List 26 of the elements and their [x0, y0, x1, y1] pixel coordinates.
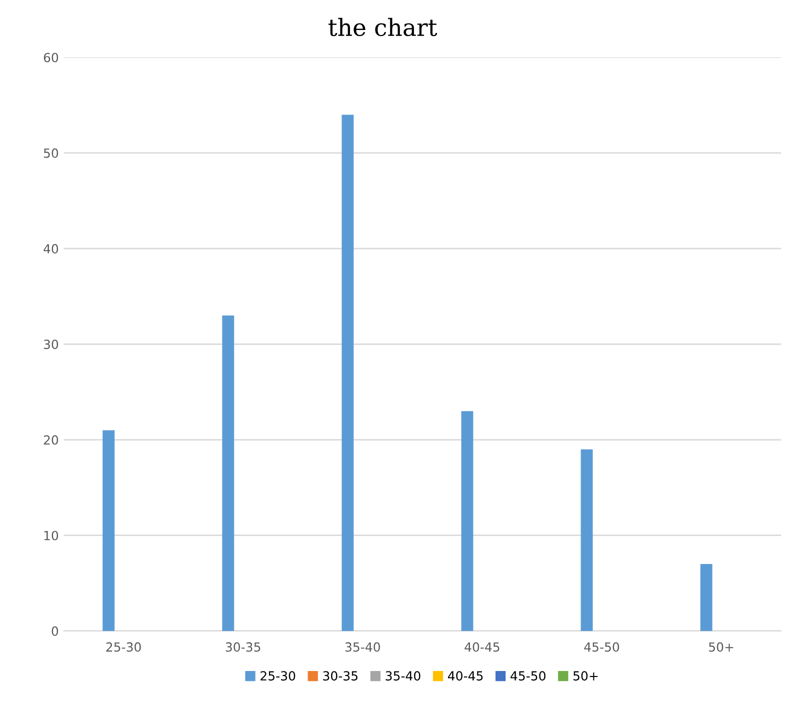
- legend-label: 40-45: [448, 671, 483, 681]
- chart-title: the chart: [328, 18, 438, 36]
- x-tick-label: 50+: [709, 642, 734, 652]
- x-tick-label: 40-45: [464, 642, 500, 652]
- y-tick-label: 30: [44, 340, 58, 350]
- bar: [102, 430, 115, 631]
- legend-label: 50+: [573, 671, 598, 681]
- legend-label: 45-50: [510, 671, 546, 681]
- y-tick-label: 20: [44, 435, 58, 445]
- bar: [580, 449, 593, 631]
- x-tick-label: 35-40: [345, 642, 380, 652]
- legend-label: 25-30: [260, 671, 296, 681]
- bar: [342, 114, 354, 631]
- bar: [461, 411, 474, 631]
- y-tick-label: 10: [44, 530, 58, 540]
- y-tick-label: 0: [52, 626, 58, 636]
- x-tick-label: 30-35: [226, 642, 260, 652]
- legend-label: 30-35: [323, 671, 358, 681]
- x-tick-label: 45-50: [584, 642, 620, 652]
- y-tick-label: 50: [44, 148, 58, 158]
- y-tick-label: 60: [44, 52, 58, 62]
- x-tick-label: 25-30: [106, 642, 141, 652]
- y-tick-label: 40: [44, 244, 58, 254]
- bar: [700, 564, 712, 631]
- legend-label: 35-40: [386, 671, 420, 681]
- bar: [222, 315, 234, 631]
